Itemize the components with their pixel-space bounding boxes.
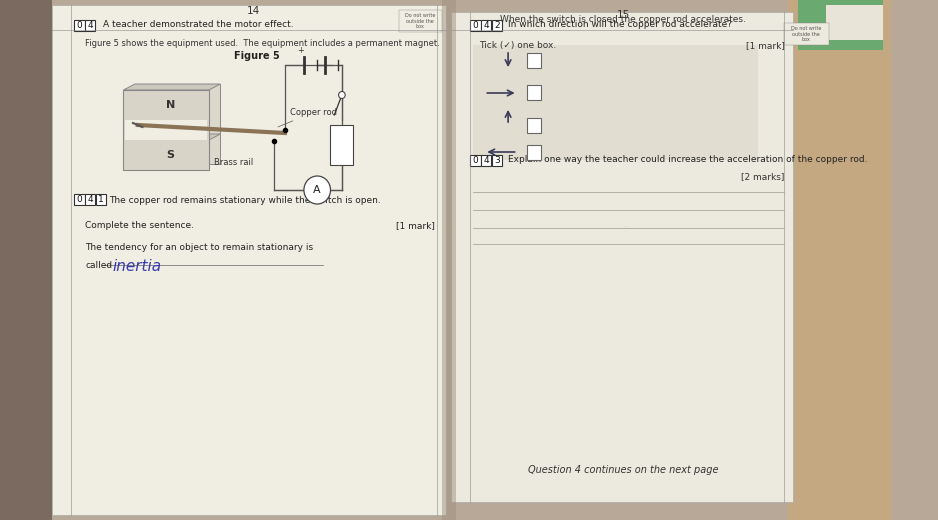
FancyBboxPatch shape: [85, 20, 96, 31]
Text: A teacher demonstrated the motor effect.: A teacher demonstrated the motor effect.: [102, 20, 294, 29]
Text: [1 mark]: [1 mark]: [396, 221, 435, 230]
Text: 0: 0: [473, 156, 478, 165]
Text: In which direction will the copper rod accelerate?: In which direction will the copper rod a…: [508, 20, 732, 29]
FancyBboxPatch shape: [470, 155, 480, 166]
Text: Figure 5: Figure 5: [234, 51, 280, 61]
Text: The copper rod remains stationary while the switch is open.: The copper rod remains stationary while …: [109, 196, 381, 204]
Circle shape: [304, 176, 330, 204]
Text: [1 mark]: [1 mark]: [746, 41, 784, 50]
FancyBboxPatch shape: [74, 194, 84, 205]
FancyBboxPatch shape: [492, 155, 503, 166]
FancyBboxPatch shape: [527, 53, 541, 68]
Text: Explain one way the teacher could increase the acceleration of the copper rod.: Explain one way the teacher could increa…: [508, 154, 868, 163]
Text: 14: 14: [247, 6, 260, 16]
Text: Question 4 continues on the next page: Question 4 continues on the next page: [528, 465, 719, 475]
FancyBboxPatch shape: [442, 0, 456, 520]
Polygon shape: [135, 84, 220, 164]
Text: +: +: [296, 46, 304, 55]
FancyBboxPatch shape: [788, 0, 891, 520]
Text: The tendency for an object to remain stationary is: The tendency for an object to remain sta…: [85, 243, 313, 252]
Text: .: .: [480, 159, 481, 163]
FancyBboxPatch shape: [797, 0, 884, 50]
Circle shape: [339, 92, 345, 98]
FancyBboxPatch shape: [53, 5, 446, 515]
FancyBboxPatch shape: [96, 194, 106, 205]
FancyBboxPatch shape: [826, 5, 884, 40]
Text: Figure 5 shows the equipment used.  The equipment includes a permanent magnet.: Figure 5 shows the equipment used. The e…: [85, 39, 440, 48]
Text: 4: 4: [87, 195, 93, 204]
Text: ...: ...: [624, 222, 630, 228]
FancyBboxPatch shape: [527, 145, 541, 160]
Text: Do not write
outside the
box: Do not write outside the box: [404, 12, 435, 29]
Text: 2: 2: [494, 21, 500, 30]
Text: .: .: [84, 23, 85, 28]
Text: inertia: inertia: [112, 259, 161, 274]
Text: Brass rail: Brass rail: [214, 158, 253, 166]
FancyBboxPatch shape: [74, 20, 84, 31]
Text: .: .: [84, 198, 85, 202]
Text: N: N: [166, 100, 175, 110]
Text: 0: 0: [76, 195, 83, 204]
Text: Copper rod: Copper rod: [278, 108, 337, 127]
FancyBboxPatch shape: [124, 90, 209, 170]
FancyBboxPatch shape: [0, 0, 53, 520]
FancyBboxPatch shape: [451, 12, 793, 502]
Text: .: .: [480, 23, 481, 28]
FancyBboxPatch shape: [527, 118, 541, 133]
FancyBboxPatch shape: [481, 20, 492, 31]
Text: 4: 4: [87, 21, 93, 30]
Text: A: A: [313, 185, 321, 195]
FancyBboxPatch shape: [527, 85, 541, 100]
Text: 15: 15: [616, 10, 629, 20]
FancyBboxPatch shape: [473, 45, 758, 160]
Text: called: called: [85, 261, 113, 270]
FancyBboxPatch shape: [481, 155, 492, 166]
Polygon shape: [124, 84, 220, 90]
FancyBboxPatch shape: [126, 120, 207, 140]
FancyBboxPatch shape: [399, 10, 442, 32]
Text: [2 marks]: [2 marks]: [741, 172, 784, 181]
Text: 4: 4: [483, 156, 489, 165]
Text: Do not write
outside the
box: Do not write outside the box: [791, 25, 822, 42]
FancyBboxPatch shape: [85, 194, 96, 205]
Text: Tick (✓) one box.: Tick (✓) one box.: [478, 41, 556, 50]
Text: Complete the sentence.: Complete the sentence.: [85, 221, 194, 230]
FancyBboxPatch shape: [330, 125, 354, 165]
Text: 3: 3: [494, 156, 500, 165]
Polygon shape: [124, 134, 220, 140]
Text: 4: 4: [483, 21, 489, 30]
FancyBboxPatch shape: [783, 23, 829, 45]
Text: .: .: [95, 198, 97, 202]
Text: 0: 0: [76, 21, 83, 30]
Text: 1: 1: [98, 195, 104, 204]
Text: 0: 0: [473, 21, 478, 30]
Text: When the switch is closed the copper rod accelerates.: When the switch is closed the copper rod…: [500, 15, 746, 24]
FancyBboxPatch shape: [492, 20, 503, 31]
Text: S: S: [166, 150, 174, 160]
FancyBboxPatch shape: [470, 20, 480, 31]
